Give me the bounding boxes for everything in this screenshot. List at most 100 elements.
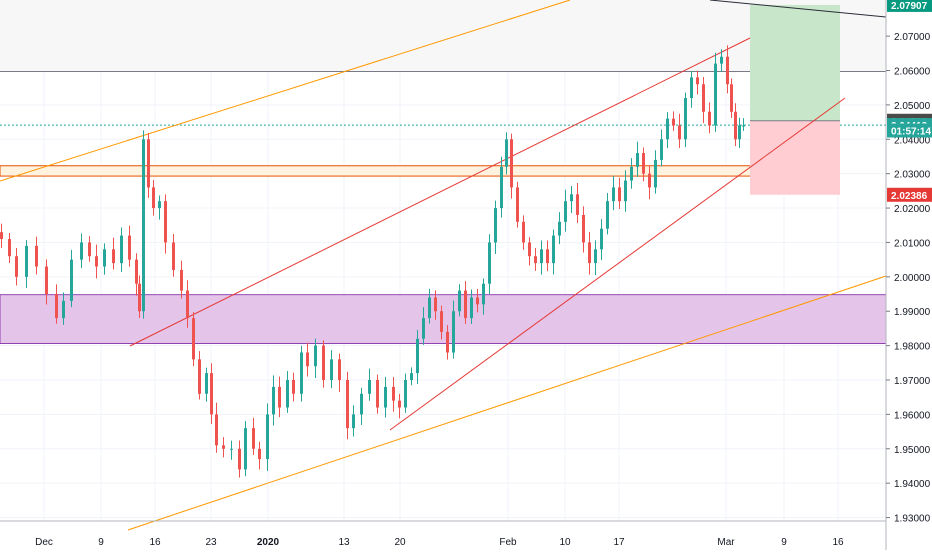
candle-body bbox=[540, 249, 543, 264]
candle-body bbox=[164, 201, 167, 243]
candle-body bbox=[330, 359, 333, 381]
candle-body bbox=[648, 173, 651, 188]
candle-body bbox=[476, 297, 479, 305]
candle-body bbox=[128, 235, 131, 260]
price-tick-label: 2.01000 bbox=[894, 238, 931, 249]
loss-zone bbox=[750, 120, 840, 195]
candle-body bbox=[352, 414, 355, 429]
candle-body bbox=[428, 297, 431, 319]
candle-body bbox=[594, 249, 597, 264]
time-tick-label: Feb bbox=[499, 537, 517, 548]
price-tick-label: 1.98000 bbox=[894, 342, 931, 353]
candle-body bbox=[368, 380, 371, 394]
price-tick-label: 2.02000 bbox=[894, 204, 931, 215]
candle-body bbox=[708, 111, 711, 126]
candle-body bbox=[552, 235, 555, 264]
candle-body bbox=[45, 266, 48, 295]
channel-lower bbox=[389, 97, 846, 431]
price-tick-label: 1.96000 bbox=[894, 410, 931, 421]
candle-body bbox=[714, 63, 717, 126]
candle-body bbox=[534, 256, 537, 264]
candle-body bbox=[95, 256, 98, 267]
candle-body bbox=[244, 428, 247, 470]
candle-body bbox=[522, 221, 525, 243]
candle-body bbox=[392, 386, 395, 401]
channel-upper bbox=[129, 37, 751, 347]
candle-body bbox=[205, 373, 208, 394]
price-label-badge bbox=[887, 123, 932, 138]
candle-body bbox=[322, 345, 325, 381]
candle-body bbox=[62, 300, 65, 319]
candle-body bbox=[25, 245, 28, 277]
candle-body bbox=[88, 242, 91, 257]
candle-body bbox=[630, 166, 633, 181]
price-tick-label: 1.95000 bbox=[894, 445, 931, 456]
candle-body bbox=[505, 139, 508, 167]
price-tick-label: 2.04000 bbox=[894, 135, 931, 146]
candle-body bbox=[292, 380, 295, 394]
candle-body bbox=[576, 194, 579, 215]
price-label-text: 2.02386 bbox=[891, 191, 928, 202]
candle-body bbox=[458, 290, 461, 312]
candle-body bbox=[80, 242, 83, 260]
candle-body bbox=[192, 318, 195, 360]
candle-body bbox=[120, 235, 123, 264]
price-tick-label: 2.06000 bbox=[894, 66, 931, 77]
candle-body bbox=[726, 56, 729, 85]
price-label-text: 2.07907 bbox=[891, 1, 928, 12]
candle-body bbox=[742, 125, 745, 127]
candle-body bbox=[398, 400, 401, 408]
time-axis[interactable]: Dec 9 16 23 2020 13 20 Feb 10 17 Mar 9 16 bbox=[0, 520, 886, 548]
price-tick-label: 2.00000 bbox=[894, 273, 931, 284]
candle-body bbox=[612, 187, 615, 202]
candle-body bbox=[510, 139, 513, 188]
orange-support-box bbox=[0, 165, 813, 177]
candle-body bbox=[410, 373, 413, 381]
candles-layer bbox=[0, 45, 745, 478]
candle-body bbox=[720, 56, 723, 64]
price-label-badge bbox=[887, 0, 932, 12]
time-tick-label: 2020 bbox=[257, 537, 280, 548]
candle-body bbox=[230, 448, 233, 450]
candle-body bbox=[238, 448, 241, 470]
candle-body bbox=[452, 311, 455, 353]
candle-body bbox=[384, 386, 387, 408]
price-tick-label: 2.05000 bbox=[894, 101, 931, 112]
profit-zone bbox=[750, 4, 840, 121]
candle-body bbox=[272, 386, 275, 415]
dark-trend-line bbox=[709, 0, 887, 18]
candle-body bbox=[404, 380, 407, 408]
candle-body bbox=[306, 352, 309, 367]
grid bbox=[0, 0, 886, 521]
candle-body bbox=[464, 290, 467, 319]
time-tick-label: 20 bbox=[394, 537, 406, 548]
candle-body bbox=[158, 201, 161, 209]
candle-body bbox=[198, 359, 201, 394]
candle-body bbox=[642, 153, 645, 174]
time-tick-label: Dec bbox=[35, 537, 53, 548]
candle-body bbox=[172, 242, 175, 270]
candle-body bbox=[35, 245, 38, 267]
price-tick-label: 2.07000 bbox=[894, 32, 931, 43]
candle-body bbox=[734, 111, 737, 140]
candle-body bbox=[470, 297, 473, 319]
outer-channel-upper bbox=[0, 0, 571, 182]
time-tick-label: 9 bbox=[781, 537, 787, 548]
price-tick-label: 1.99000 bbox=[894, 307, 931, 318]
candle-body bbox=[666, 118, 669, 140]
candle-body bbox=[672, 118, 675, 126]
candle-body bbox=[440, 311, 443, 332]
time-tick-label: 17 bbox=[613, 537, 625, 548]
candle-body bbox=[8, 239, 11, 257]
time-tick-label: Mar bbox=[717, 537, 735, 548]
candle-body bbox=[696, 77, 699, 85]
candle-body bbox=[138, 283, 141, 312]
candle-body bbox=[278, 386, 281, 408]
candle-body bbox=[135, 259, 138, 284]
candle-body bbox=[360, 393, 363, 415]
time-tick-label: 10 bbox=[559, 537, 571, 548]
price-axis[interactable]: 2.07000 2.06000 2.05000 2.04000 2.03000 2.020… bbox=[885, 0, 932, 550]
candle-body bbox=[300, 352, 303, 394]
resistance-band bbox=[0, 0, 886, 72]
